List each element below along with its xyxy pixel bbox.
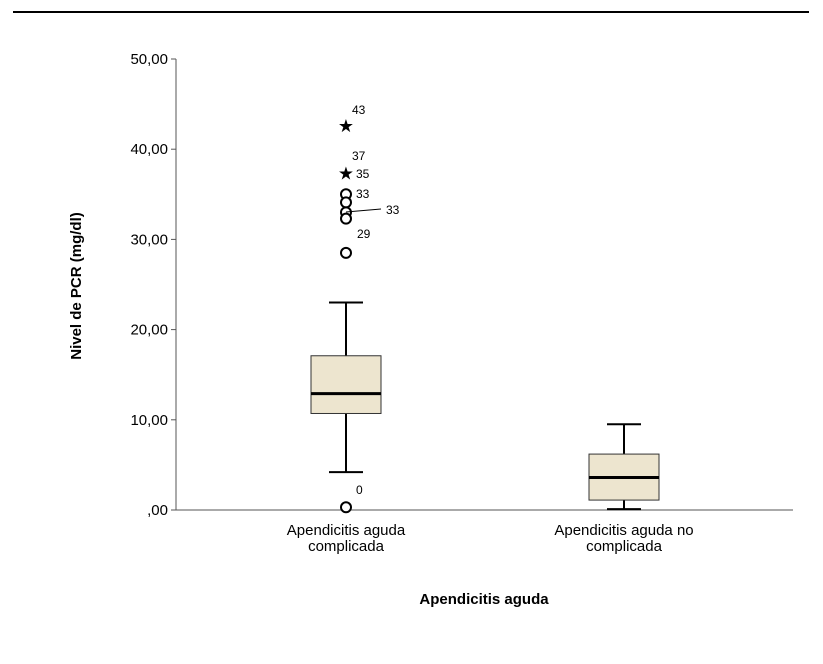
outlier-leader-line xyxy=(345,208,382,213)
x-category-label: complicada xyxy=(308,538,385,555)
y-tick-label: 10,00 xyxy=(130,412,168,429)
outlier-point: ★ xyxy=(338,116,354,137)
outlier-case-label: 29 xyxy=(357,227,371,241)
outlier-circle-marker xyxy=(340,212,352,225)
x-category-label: Apendicitis aguda xyxy=(287,522,406,539)
box-group xyxy=(588,423,660,511)
box-series xyxy=(310,301,660,511)
outlier-case-label: 33 xyxy=(386,203,400,217)
x-category-label: complicada xyxy=(586,538,663,555)
y-tick-label: 20,00 xyxy=(130,322,168,339)
y-tick-label: ,00 xyxy=(147,502,168,519)
outlier-point xyxy=(340,246,352,259)
outlier-case-label: 37 xyxy=(352,149,366,163)
y-axis-title: Nivel de PCR (mg/dl) xyxy=(68,212,85,360)
outlier-circle-marker xyxy=(340,501,352,514)
outlier-case-label: 0 xyxy=(356,483,363,497)
extreme-star-marker: ★ xyxy=(338,164,354,185)
outlier-circle-marker xyxy=(340,246,352,259)
outlier-case-label: 43 xyxy=(352,103,366,117)
x-axis-title: Apendicitis aguda xyxy=(419,591,549,608)
x-category-label: Apendicitis aguda no xyxy=(554,522,693,539)
y-tick-label: 40,00 xyxy=(130,141,168,158)
outlier-point xyxy=(340,501,352,514)
y-tick-label: 30,00 xyxy=(130,231,168,248)
top-rule xyxy=(13,11,809,13)
outlier-point xyxy=(340,196,352,209)
y-tick-label: 50,00 xyxy=(130,51,168,68)
box-group xyxy=(310,301,382,474)
y-axis: ,00 10,00 20,00 30,00 40,00 50,00 xyxy=(130,51,177,519)
extreme-star-marker: ★ xyxy=(338,116,354,137)
outlier-circle-marker xyxy=(340,196,352,209)
iqr-box xyxy=(310,355,382,414)
outlier-point xyxy=(340,212,352,225)
outlier-point: ★ xyxy=(338,164,354,185)
outlier-case-label: 35 xyxy=(356,167,370,181)
outlier-case-label: 33 xyxy=(356,187,370,201)
